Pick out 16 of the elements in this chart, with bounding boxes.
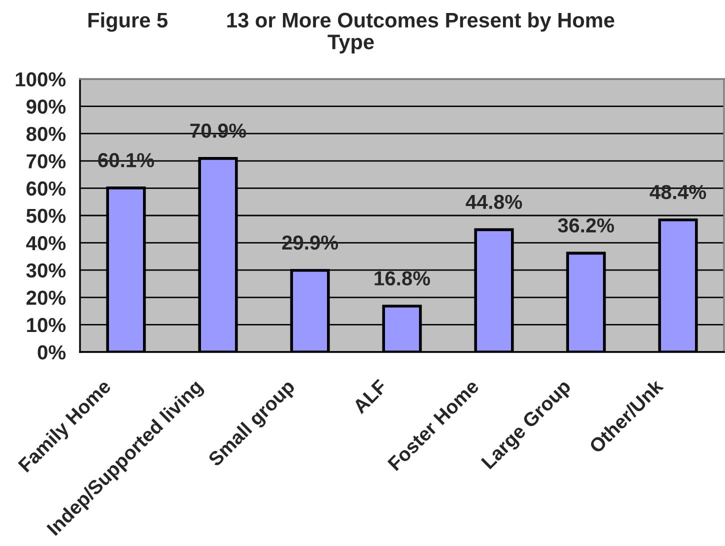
y-tick-label: 70% xyxy=(26,154,66,168)
data-label: 36.2% xyxy=(558,218,614,233)
y-tick-label: 0% xyxy=(38,345,66,360)
y-tick-label: 40% xyxy=(26,236,66,250)
y-tick-label: 80% xyxy=(26,126,66,142)
y-tick-label: 100% xyxy=(16,72,66,86)
y-tick-label: 90% xyxy=(26,100,66,114)
chart-title: Figure 5 13 or More Outcomes Present by Home Type xyxy=(88,12,614,54)
y-tick-label: 60% xyxy=(26,181,66,196)
y-tick-label: 10% xyxy=(27,318,66,332)
data-label: 16.8% xyxy=(374,271,430,286)
data-label: 44.8% xyxy=(466,194,522,210)
y-tick-label: 50% xyxy=(26,208,66,223)
y-tick-label: 20% xyxy=(26,290,66,305)
data-label: 48.4% xyxy=(650,184,706,200)
y-tick-label: 30% xyxy=(26,263,66,278)
